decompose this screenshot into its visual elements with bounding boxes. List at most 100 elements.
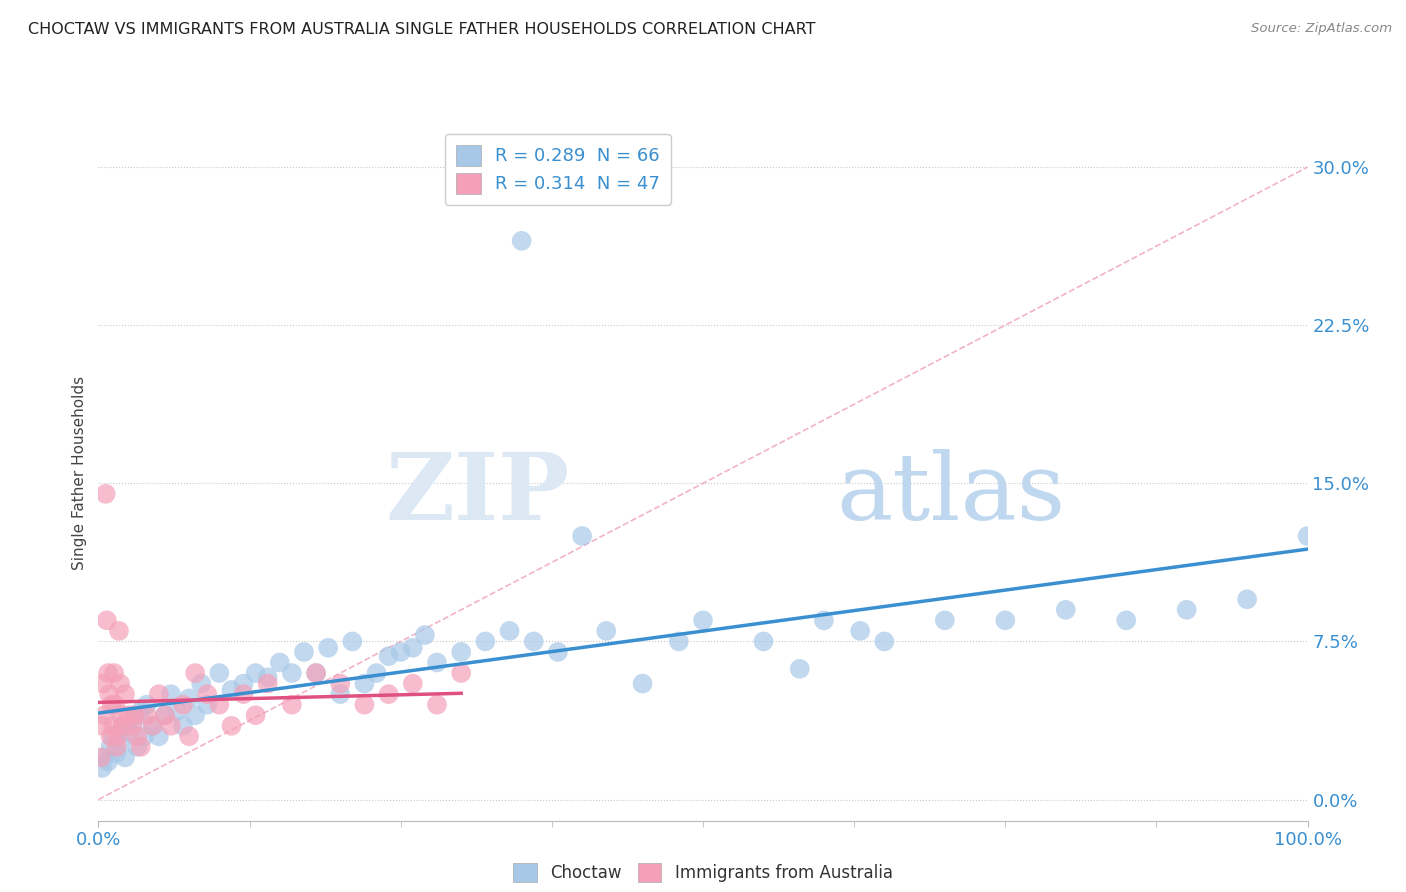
Point — [111, 719, 134, 733]
Point — [105, 746, 128, 760]
Point — [208, 666, 231, 681]
Point — [402, 640, 425, 655]
Point — [256, 676, 278, 690]
Point — [245, 666, 267, 681]
Point — [111, 719, 134, 733]
Point — [118, 708, 141, 723]
Point — [93, 708, 115, 723]
Point — [108, 624, 131, 638]
Point — [160, 719, 183, 733]
Point — [114, 687, 136, 701]
Text: ZIP: ZIP — [385, 449, 569, 539]
Point — [245, 708, 267, 723]
Point — [377, 687, 399, 701]
Point — [316, 640, 339, 655]
Point — [124, 713, 146, 727]
Point — [108, 733, 131, 747]
Point — [98, 687, 121, 701]
Point — [752, 634, 775, 648]
Point — [426, 698, 449, 712]
Point — [129, 739, 152, 754]
Point — [342, 634, 364, 648]
Point — [118, 725, 141, 739]
Point — [97, 666, 120, 681]
Point — [221, 682, 243, 697]
Point — [107, 729, 129, 743]
Point — [873, 634, 896, 648]
Point — [91, 676, 114, 690]
Point — [353, 676, 375, 690]
Point — [103, 666, 125, 681]
Point — [142, 719, 165, 733]
Point — [114, 750, 136, 764]
Point — [172, 719, 194, 733]
Text: Source: ZipAtlas.com: Source: ZipAtlas.com — [1251, 22, 1392, 36]
Point — [498, 624, 520, 638]
Point — [571, 529, 593, 543]
Point — [153, 708, 176, 723]
Point — [148, 729, 170, 743]
Point — [305, 666, 328, 681]
Point — [1236, 592, 1258, 607]
Point — [104, 698, 127, 712]
Point — [160, 687, 183, 701]
Point — [179, 729, 201, 743]
Point — [129, 704, 152, 718]
Point — [195, 698, 218, 712]
Point — [389, 645, 412, 659]
Point — [166, 704, 188, 718]
Point — [510, 234, 533, 248]
Point — [269, 656, 291, 670]
Point — [692, 613, 714, 627]
Point — [232, 687, 254, 701]
Point — [934, 613, 956, 627]
Point — [329, 687, 352, 701]
Text: CHOCTAW VS IMMIGRANTS FROM AUSTRALIA SINGLE FATHER HOUSEHOLDS CORRELATION CHART: CHOCTAW VS IMMIGRANTS FROM AUSTRALIA SIN… — [28, 22, 815, 37]
Point — [121, 719, 143, 733]
Point — [1115, 613, 1137, 627]
Point — [94, 487, 117, 501]
Point — [366, 666, 388, 681]
Point — [789, 662, 811, 676]
Point — [127, 739, 149, 754]
Point — [179, 691, 201, 706]
Point — [547, 645, 569, 659]
Point — [184, 666, 207, 681]
Point — [377, 649, 399, 664]
Point — [134, 729, 156, 743]
Point — [256, 670, 278, 684]
Point — [195, 687, 218, 701]
Point — [1175, 603, 1198, 617]
Point — [127, 729, 149, 743]
Point — [100, 698, 122, 712]
Point — [450, 666, 472, 681]
Point — [91, 761, 114, 775]
Legend: Choctaw, Immigrants from Australia: Choctaw, Immigrants from Australia — [506, 856, 900, 888]
Point — [631, 676, 654, 690]
Point — [329, 676, 352, 690]
Point — [305, 666, 328, 681]
Point — [91, 719, 114, 733]
Point — [100, 739, 122, 754]
Point — [1296, 529, 1319, 543]
Point — [523, 634, 546, 648]
Point — [994, 613, 1017, 627]
Point — [184, 708, 207, 723]
Point — [135, 708, 157, 723]
Text: atlas: atlas — [837, 449, 1066, 539]
Point — [100, 729, 122, 743]
Point — [353, 698, 375, 712]
Point — [595, 624, 617, 638]
Point — [148, 687, 170, 701]
Point — [668, 634, 690, 648]
Point — [135, 698, 157, 712]
Point — [221, 719, 243, 733]
Point — [450, 645, 472, 659]
Point — [292, 645, 315, 659]
Point — [849, 624, 872, 638]
Point — [190, 676, 212, 690]
Point — [281, 698, 304, 712]
Point — [96, 613, 118, 627]
Point — [232, 676, 254, 690]
Point — [142, 719, 165, 733]
